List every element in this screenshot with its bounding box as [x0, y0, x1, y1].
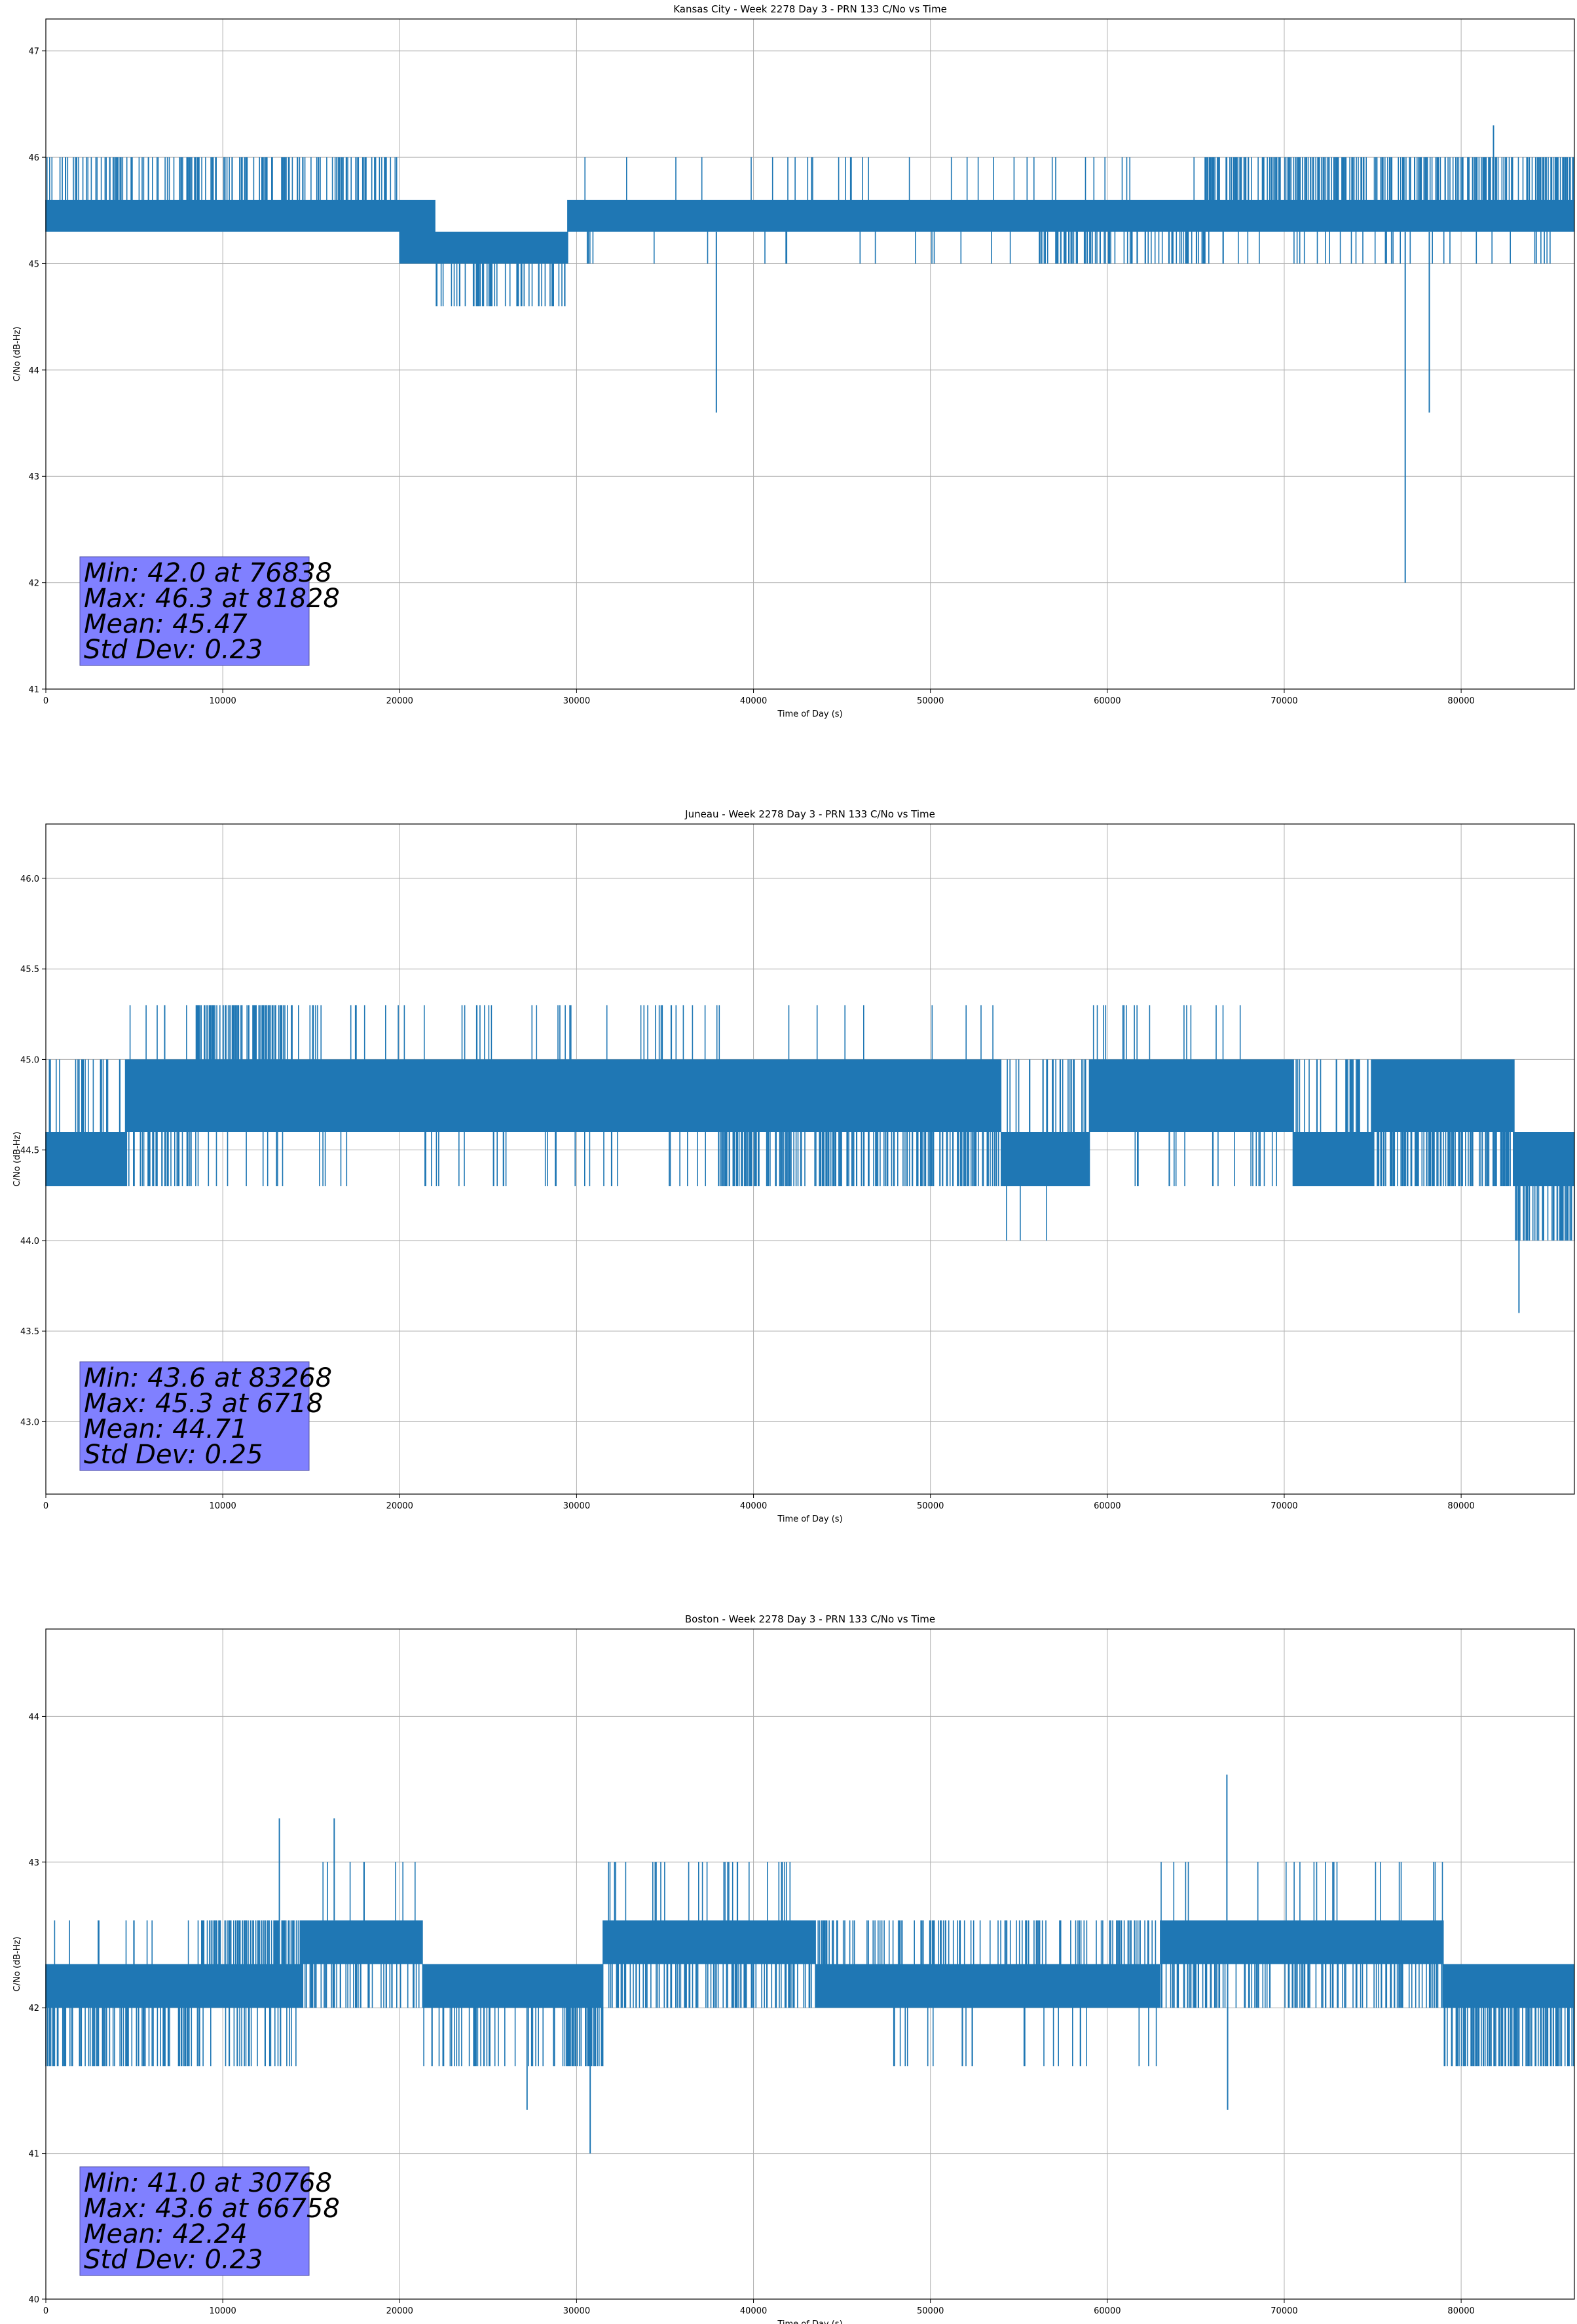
stats-line: Std Dev: 0.25 [84, 1440, 263, 1470]
x-tick-label: 50000 [917, 1501, 944, 1511]
stats-line: Mean: 45.47 [84, 609, 248, 639]
y-tick-label: 42 [28, 2004, 39, 2014]
x-tick-label: 80000 [1447, 696, 1474, 706]
x-tick-label: 20000 [386, 2306, 413, 2316]
stats-line: Min: 41.0 at 30768 [84, 2168, 332, 2198]
stats-box [79, 1361, 310, 1471]
stats-line: Min: 43.6 at 83268 [84, 1363, 332, 1393]
chart-title: Juneau - Week 2278 Day 3 - PRN 133 C/No … [684, 808, 935, 820]
x-tick-label: 70000 [1271, 696, 1297, 706]
chart-title: Boston - Week 2278 Day 3 - PRN 133 C/No … [685, 1613, 935, 1625]
x-tick-label: 10000 [209, 696, 236, 706]
chart-panel-1: 0 10000 20000 30000 40000 50000 60000 70000 8000… [12, 808, 1575, 1524]
x-tick-label: 0 [43, 2306, 48, 2316]
x-tick-label: 20000 [386, 696, 413, 706]
x-tick-label: 40000 [740, 696, 767, 706]
y-tick-label: 41 [28, 685, 39, 695]
x-tick-label: 40000 [740, 2306, 767, 2316]
y-tick-label: 40 [28, 2295, 39, 2305]
x-tick-label: 30000 [563, 696, 590, 706]
y-tick-label: 44.5 [20, 1146, 39, 1156]
x-tick-label: 10000 [209, 2306, 236, 2316]
y-axis-label: C/No (dB-Hz) [12, 327, 22, 382]
y-tick-label: 42 [28, 579, 39, 589]
y-tick-label: 44 [28, 1712, 39, 1722]
x-tick-label: 10000 [209, 1501, 236, 1511]
y-axis-label: C/No (dB-Hz) [12, 1132, 22, 1187]
x-tick-label: 30000 [563, 2306, 590, 2316]
stats-line: Max: 45.3 at 6718 [84, 1389, 323, 1419]
plot-frame [45, 1628, 1575, 2300]
stats-line: Mean: 42.24 [84, 2219, 248, 2249]
y-tick-label: 43 [28, 472, 39, 482]
plot-frame [45, 18, 1575, 690]
stats-box [79, 556, 310, 666]
x-tick-label: 20000 [386, 1501, 413, 1511]
y-tick-label: 45 [28, 259, 39, 269]
chart-panel-0: 0 10000 20000 30000 40000 50000 60000 70000 8000… [12, 3, 1575, 719]
x-tick-label: 60000 [1094, 1501, 1121, 1511]
stats-line: Std Dev: 0.23 [84, 2245, 263, 2275]
y-tick-label: 44 [28, 366, 39, 376]
y-tick-label: 41 [28, 2150, 39, 2160]
x-tick-label: 80000 [1447, 2306, 1474, 2316]
x-tick-label: 0 [43, 1501, 48, 1511]
x-axis-label: Time of Day (s) [777, 1514, 842, 1524]
x-tick-label: 50000 [917, 2306, 944, 2316]
stats-line: Std Dev: 0.23 [84, 635, 263, 665]
y-axis-label: C/No (dB-Hz) [12, 1937, 22, 1992]
y-tick-label: 43.0 [20, 1417, 39, 1427]
cno-series-line [45, 157, 1575, 307]
x-tick-label: 70000 [1271, 1501, 1297, 1511]
chart-title: Kansas City - Week 2278 Day 3 - PRN 133 … [673, 3, 947, 15]
stats-line: Max: 43.6 at 66758 [84, 2194, 340, 2224]
y-tick-label: 45.5 [20, 965, 39, 975]
x-tick-label: 40000 [740, 1501, 767, 1511]
x-tick-label: 30000 [563, 1501, 590, 1511]
cno-series-line [45, 1862, 1575, 2067]
plot-frame [45, 823, 1575, 1495]
y-tick-label: 43 [28, 1858, 39, 1868]
stats-line: Mean: 44.71 [84, 1414, 248, 1444]
x-tick-label: 80000 [1447, 1501, 1474, 1511]
x-tick-label: 0 [43, 696, 48, 706]
y-tick-label: 46.0 [20, 874, 39, 884]
stats-line: Max: 46.3 at 81828 [84, 584, 340, 614]
y-tick-label: 43.5 [20, 1327, 39, 1337]
chart-panel-2: 0 10000 20000 30000 40000 50000 60000 70000 8000… [12, 1613, 1575, 2324]
y-tick-label: 47 [28, 47, 39, 57]
x-axis-label: Time of Day (s) [777, 709, 842, 719]
y-tick-label: 46 [28, 153, 39, 163]
x-tick-label: 60000 [1094, 2306, 1121, 2316]
y-tick-label: 44.0 [20, 1237, 39, 1246]
x-tick-label: 50000 [917, 696, 944, 706]
y-tick-label: 45.0 [20, 1055, 39, 1065]
cno-series-line [45, 1005, 1575, 1241]
stats-box [79, 2166, 310, 2276]
x-tick-label: 60000 [1094, 696, 1121, 706]
x-tick-label: 70000 [1271, 2306, 1297, 2316]
x-axis-label: Time of Day (s) [777, 2319, 842, 2324]
stats-line: Min: 42.0 at 76838 [84, 558, 332, 588]
